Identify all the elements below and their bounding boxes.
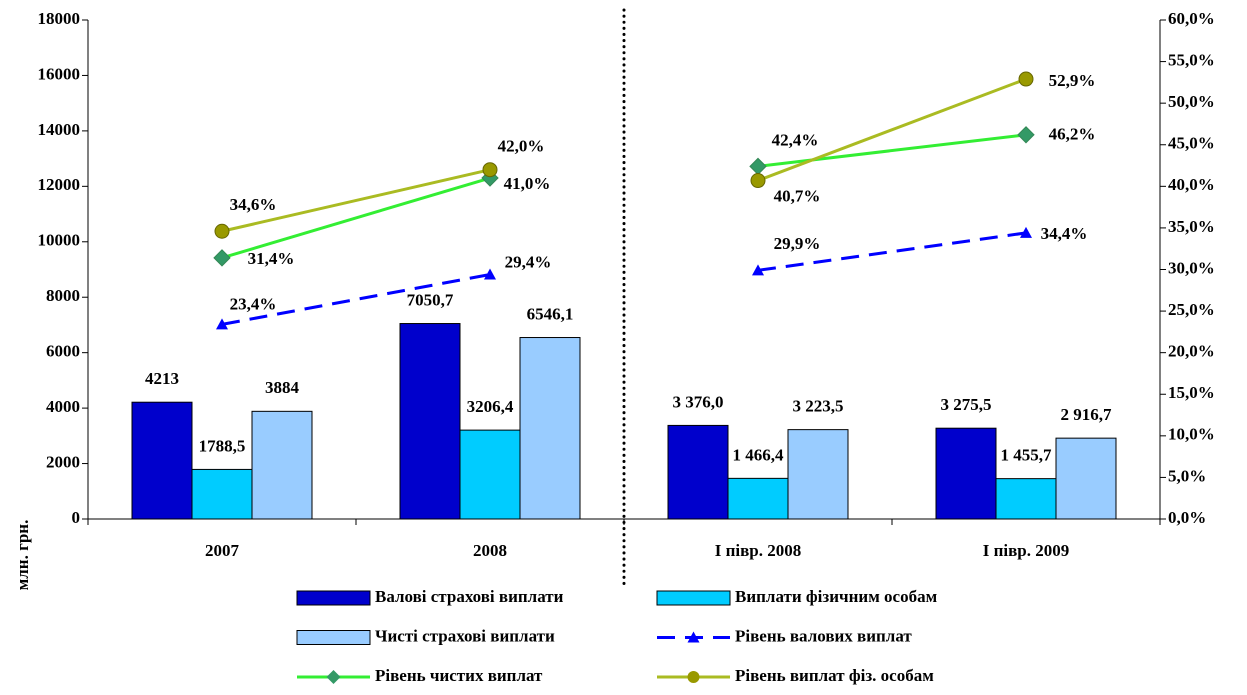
legend-marker	[326, 670, 341, 684]
bar	[519, 337, 581, 520]
y2-tick-label: 0,0%	[1168, 508, 1206, 527]
y-tick-label: 2000	[46, 452, 80, 471]
line-marker	[1020, 226, 1032, 238]
line	[757, 231, 1027, 272]
bar-value-label: 6546,1	[527, 304, 574, 323]
bar	[1055, 437, 1117, 520]
line-value-label: 46,2%	[1049, 125, 1096, 144]
bar	[667, 424, 729, 520]
line-marker	[1017, 126, 1035, 144]
legend-marker	[687, 631, 700, 643]
legend-swatch	[296, 590, 371, 606]
x-tick-label: 2007	[205, 541, 240, 560]
line	[757, 77, 1027, 182]
x-tick-label: І півр. 2009	[983, 541, 1070, 560]
bar-value-label: 2 916,7	[1061, 405, 1113, 424]
y2-tick-label: 45,0%	[1168, 134, 1215, 153]
legend-swatch	[656, 590, 731, 606]
line	[221, 168, 491, 233]
legend-label: Рівень виплат фіз. особам	[735, 666, 934, 685]
bar	[787, 429, 849, 520]
line	[221, 176, 491, 260]
y2-tick-label: 10,0%	[1168, 425, 1215, 444]
line-value-label: 23,4%	[230, 294, 277, 313]
bar	[191, 468, 253, 520]
line-marker	[214, 223, 230, 239]
line-marker	[749, 157, 767, 176]
y2-tick-label: 5,0%	[1168, 466, 1206, 485]
x-tick-label: 2008	[473, 541, 507, 560]
bar	[399, 323, 461, 520]
bar-value-label: 1788,5	[199, 436, 246, 455]
line-value-label: 52,9%	[1049, 71, 1096, 90]
legend-label: Чисті страхові виплати	[375, 626, 555, 645]
bar-value-label: 1 466,4	[733, 445, 785, 464]
line-value-label: 31,4%	[248, 249, 295, 268]
line-marker	[750, 173, 766, 189]
bar-value-label: 3 223,5	[793, 397, 844, 416]
bar	[459, 429, 521, 520]
line-value-label: 42,4%	[772, 130, 819, 149]
legend-label: Валові страхові виплати	[375, 587, 564, 606]
bar-value-label: 1 455,7	[1001, 446, 1053, 465]
y-axis-title: млн. грн.	[13, 520, 32, 591]
y2-tick-label: 40,0%	[1168, 175, 1215, 194]
bar	[251, 410, 313, 520]
y2-tick-label: 15,0%	[1168, 383, 1215, 402]
bar-value-label: 3 275,5	[941, 395, 992, 414]
y2-tick-label: 55,0%	[1168, 50, 1215, 69]
y2-tick-label: 60,0%	[1168, 9, 1215, 28]
line-value-label: 29,9%	[774, 234, 821, 253]
bar	[995, 478, 1057, 520]
y2-tick-label: 50,0%	[1168, 92, 1215, 111]
bar-value-label: 3206,4	[467, 397, 514, 416]
legend-label: Рівень валових виплат	[735, 626, 912, 645]
line-marker	[213, 249, 231, 267]
y-tick-label: 16000	[38, 64, 81, 83]
bar-value-label: 3884	[265, 378, 300, 397]
x-tick-label: І півр. 2008	[715, 541, 802, 560]
bar	[935, 427, 997, 520]
y-tick-label: 0	[72, 508, 81, 527]
line-marker	[1018, 71, 1034, 87]
y-tick-label: 18000	[38, 9, 81, 28]
bar	[131, 401, 193, 520]
y-tick-label: 10000	[38, 231, 81, 250]
y2-tick-label: 25,0%	[1168, 300, 1215, 319]
y-tick-label: 8000	[46, 286, 80, 305]
y-tick-label: 12000	[38, 175, 81, 194]
line-value-label: 40,7%	[774, 186, 821, 205]
line-value-label: 34,4%	[1041, 224, 1088, 243]
line	[221, 273, 491, 326]
legend-label: Виплати фізичним особам	[735, 587, 938, 606]
y2-tick-label: 20,0%	[1168, 342, 1215, 361]
bar	[727, 477, 789, 520]
legend-marker	[687, 671, 700, 683]
line-value-label: 34,6%	[230, 195, 277, 214]
line-value-label: 29,4%	[505, 252, 552, 271]
bar-value-label: 4213	[145, 369, 179, 388]
line-value-label: 42,0%	[498, 137, 545, 156]
legend-label: Рівень чистих виплат	[375, 666, 543, 685]
line-marker	[484, 268, 496, 280]
line-value-label: 41,0%	[504, 174, 551, 193]
y-tick-label: 4000	[46, 397, 80, 416]
legend-swatch	[296, 630, 371, 645]
y2-tick-label: 30,0%	[1168, 258, 1215, 277]
line	[757, 133, 1027, 168]
y2-tick-label: 35,0%	[1168, 217, 1215, 236]
line-marker	[482, 162, 498, 178]
y-tick-label: 14000	[38, 120, 81, 139]
y-tick-label: 6000	[46, 342, 80, 361]
line-marker	[216, 318, 228, 330]
bar-value-label: 3 376,0	[673, 392, 724, 411]
line-marker	[752, 264, 764, 276]
bar-value-label: 7050,7	[407, 290, 454, 309]
